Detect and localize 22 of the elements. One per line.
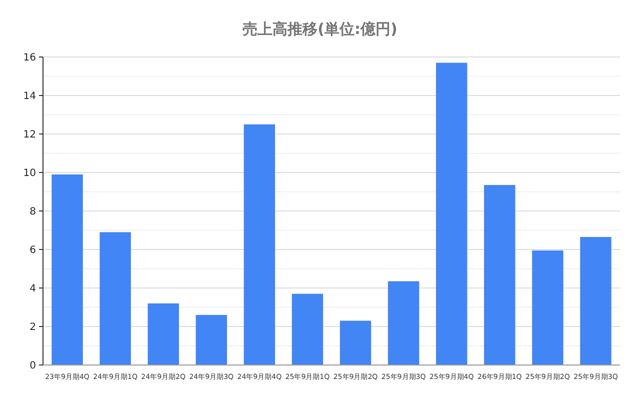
bar xyxy=(244,124,276,365)
bar xyxy=(580,236,612,365)
y-tick-label: 14 xyxy=(23,91,36,102)
bar xyxy=(292,294,324,365)
y-tick-label: 8 xyxy=(30,206,36,218)
y-tick-label: 2 xyxy=(30,322,36,333)
chart-title: 売上高推移(単位:億円) xyxy=(242,20,398,38)
y-tick-label: 10 xyxy=(23,168,36,179)
bar xyxy=(532,250,564,365)
bar xyxy=(148,303,179,365)
bar xyxy=(484,185,516,365)
bar xyxy=(196,314,228,365)
y-tick-label: 4 xyxy=(30,284,36,294)
bar xyxy=(388,281,420,365)
bar xyxy=(100,232,131,365)
y-tick-label: 6 xyxy=(30,245,36,256)
y-tick-label: 0 xyxy=(30,360,36,372)
bar xyxy=(436,62,468,365)
y-tick-label: 12 xyxy=(23,130,36,140)
y-tick-label: 16 xyxy=(23,52,36,64)
bar xyxy=(52,174,83,365)
bar xyxy=(340,320,372,365)
